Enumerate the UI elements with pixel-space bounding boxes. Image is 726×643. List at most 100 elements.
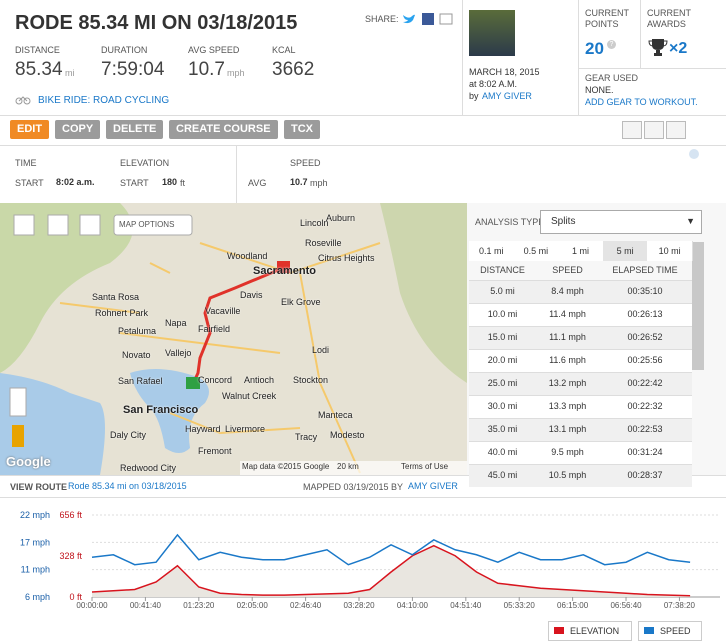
awards-label: CURRENT AWARDS: [647, 8, 691, 29]
cell: 10.5 mph: [548, 470, 587, 480]
share-icons[interactable]: [402, 12, 454, 26]
summary-sub: AVG: [248, 178, 267, 188]
cell: 15.0 mi: [487, 332, 518, 342]
cell: 25.0 mi: [487, 378, 518, 388]
user-date: MARCH 18, 2015: [469, 67, 540, 77]
cell: 35.0 mi: [487, 424, 518, 434]
tab[interactable]: 5 mi: [602, 241, 649, 261]
legend-item[interactable]: [638, 621, 702, 641]
cell: 00:26:13: [627, 309, 663, 319]
row: [469, 280, 692, 303]
x-tick-label: 00:00:00: [76, 601, 108, 610]
divider: [236, 146, 237, 203]
user-name[interactable]: AMY GIVER: [482, 91, 532, 101]
cell: 00:28:37: [627, 470, 663, 480]
cell: 11.4 mph: [549, 309, 586, 319]
map-label: Lincoln: [300, 218, 329, 228]
y-tick-label: 6 mph: [25, 592, 50, 602]
row: [469, 441, 692, 464]
collapse[interactable]: [689, 149, 699, 159]
map-options[interactable]: MAP OPTIONS: [119, 220, 175, 229]
cell: 11.6 mph: [549, 355, 586, 365]
y2-tick-label: 656 ft: [59, 510, 82, 520]
summary-sub: START: [120, 178, 149, 188]
analysis-select[interactable]: Splits ▼: [540, 210, 702, 234]
cell: 00:31:24: [627, 447, 663, 457]
stat-value: 3662: [272, 59, 315, 80]
cell: 8.4 mph: [551, 286, 584, 296]
x-tick-label: 04:51:40: [450, 601, 482, 610]
map-label: Modesto: [330, 430, 365, 440]
map-label: San Rafael: [118, 376, 163, 386]
cell: 20.0 mi: [487, 355, 518, 365]
cell: 00:22:53: [627, 424, 663, 434]
summary-sub: START: [15, 178, 44, 188]
column-header: SPEED: [552, 265, 583, 275]
cell: 9.5 mph: [551, 447, 584, 457]
map-label: Livermore: [225, 424, 266, 434]
x-tick-label: 06:56:40: [610, 601, 642, 610]
map-label: Santa Rosa: [92, 292, 140, 302]
x-tick-label: 06:15:00: [557, 601, 589, 610]
route-link[interactable]: Rode 85.34 mi on 03/18/2015: [68, 481, 187, 491]
elevation-area: [92, 545, 691, 597]
summary-unit: ft: [180, 178, 186, 188]
button[interactable]: DELETE: [106, 120, 164, 139]
cell: 00:22:42: [627, 378, 663, 388]
cell: 00:35:10: [627, 286, 663, 296]
tab[interactable]: 0.5 mi: [513, 241, 560, 261]
avatar[interactable]: [469, 10, 515, 56]
summary-label: TIME: [15, 158, 37, 168]
map-label: Davis: [240, 290, 263, 300]
map-label: Fairfield: [198, 324, 231, 334]
button[interactable]: TCX: [284, 120, 320, 139]
column-header: DISTANCE: [480, 265, 525, 275]
cell: 11.1 mph: [549, 332, 586, 342]
x-tick-label: 02:46:40: [290, 601, 322, 610]
divider: [0, 145, 726, 146]
scrollbar[interactable]: [692, 242, 704, 370]
stat-label: DURATION: [101, 45, 148, 55]
map-label: Petaluma: [118, 326, 157, 336]
map-terms[interactable]: Terms of Use: [401, 462, 449, 471]
map-label: San Francisco: [123, 404, 199, 416]
button[interactable]: COPY: [55, 120, 101, 139]
tab[interactable]: 1 mi: [558, 241, 604, 261]
gear-link[interactable]: ADD GEAR TO WORKOUT.: [585, 97, 698, 107]
mapped: MAPPED 03/19/2015 BY: [303, 482, 404, 492]
map-label: Sacramento: [253, 265, 316, 277]
stat-unit: mph: [227, 68, 245, 78]
y-tick-label: 17 mph: [20, 537, 50, 547]
help[interactable]: ?: [607, 40, 616, 49]
stat-label: AVG SPEED: [188, 45, 240, 55]
by: by: [469, 91, 479, 101]
view-route: VIEW ROUTE: [10, 482, 68, 492]
mapped-by[interactable]: AMY GIVER: [408, 481, 458, 491]
y-tick-label: 11 mph: [21, 565, 50, 575]
legend-item[interactable]: [548, 621, 632, 641]
map-label: Manteca: [318, 410, 353, 420]
button[interactable]: EDIT: [10, 120, 50, 139]
map-label: Auburn: [326, 213, 356, 223]
button[interactable]: CREATE COURSE: [169, 120, 278, 139]
y-tick-label: 22 mph: [20, 510, 50, 520]
divider: [0, 475, 726, 476]
row: [469, 395, 692, 418]
y2-tick-label: 328 ft: [59, 551, 82, 561]
map[interactable]: [0, 203, 467, 475]
map-label: Roseville: [305, 238, 342, 248]
row: [469, 349, 692, 372]
stat-unit: mi: [65, 68, 75, 78]
activity-link[interactable]: BIKE RIDE: ROAD CYCLING: [38, 95, 170, 106]
x-tick-label: 03:28:20: [343, 601, 375, 610]
points-value: 20: [585, 39, 604, 58]
toolbar-icons[interactable]: [622, 121, 686, 139]
tab[interactable]: 10 mi: [647, 241, 693, 261]
x-tick-label: 07:38:20: [664, 601, 696, 610]
cell: 13.2 mph: [548, 378, 587, 388]
tab[interactable]: 0.1 mi: [469, 241, 515, 261]
map-label: Novato: [122, 350, 151, 360]
gear-label: GEAR USED: [585, 73, 639, 83]
series-line: [91, 544, 691, 597]
